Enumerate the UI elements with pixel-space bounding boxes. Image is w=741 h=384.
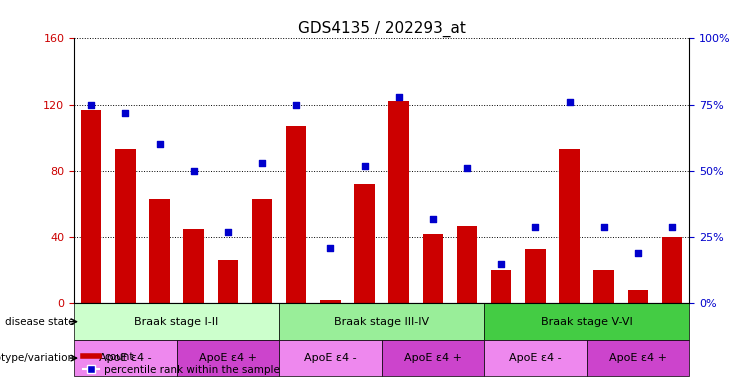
Point <box>325 245 336 251</box>
Bar <box>422 234 443 303</box>
Point <box>153 141 165 147</box>
Text: ApoE ε4 +: ApoE ε4 + <box>609 353 667 363</box>
Text: Braak stage V-VI: Braak stage V-VI <box>541 317 633 327</box>
FancyBboxPatch shape <box>484 303 689 340</box>
Point <box>187 168 199 174</box>
Point <box>529 223 541 230</box>
Text: genotype/variation: genotype/variation <box>0 353 74 363</box>
Point <box>393 94 405 100</box>
FancyBboxPatch shape <box>279 340 382 376</box>
Text: ApoE ε4 +: ApoE ε4 + <box>199 353 257 363</box>
Bar <box>354 184 375 303</box>
Bar <box>594 270 614 303</box>
Title: GDS4135 / 202293_at: GDS4135 / 202293_at <box>298 21 465 37</box>
Bar <box>115 149 136 303</box>
Point <box>461 165 473 171</box>
Bar <box>149 199 170 303</box>
FancyBboxPatch shape <box>587 340 689 376</box>
Bar <box>252 199 272 303</box>
Bar <box>81 109 102 303</box>
FancyBboxPatch shape <box>176 340 279 376</box>
Bar <box>388 101 409 303</box>
Point <box>119 109 131 116</box>
Point <box>256 160 268 166</box>
Text: Braak stage III-IV: Braak stage III-IV <box>334 317 429 327</box>
Bar <box>218 260 238 303</box>
FancyBboxPatch shape <box>484 340 587 376</box>
FancyBboxPatch shape <box>74 340 176 376</box>
Text: disease state: disease state <box>4 317 74 327</box>
Point <box>632 250 644 256</box>
Bar <box>456 225 477 303</box>
Point <box>666 223 678 230</box>
FancyBboxPatch shape <box>382 340 484 376</box>
Text: ApoE ε4 -: ApoE ε4 - <box>509 353 562 363</box>
Point <box>427 215 439 222</box>
Bar <box>559 149 579 303</box>
Point <box>495 261 507 267</box>
FancyBboxPatch shape <box>74 303 279 340</box>
Text: Braak stage I-II: Braak stage I-II <box>134 317 219 327</box>
FancyBboxPatch shape <box>279 303 484 340</box>
Bar <box>491 270 511 303</box>
Point <box>85 102 97 108</box>
Text: ApoE ε4 -: ApoE ε4 - <box>99 353 152 363</box>
Point <box>359 162 370 169</box>
Bar <box>286 126 307 303</box>
Point <box>222 229 234 235</box>
Point <box>290 102 302 108</box>
Point <box>598 223 610 230</box>
Text: ApoE ε4 -: ApoE ε4 - <box>304 353 356 363</box>
Bar <box>320 300 341 303</box>
Legend: count, percentile rank within the sample: count, percentile rank within the sample <box>79 348 285 379</box>
Point <box>564 99 576 105</box>
Bar <box>628 290 648 303</box>
Bar <box>525 249 545 303</box>
Bar <box>184 229 204 303</box>
Bar <box>662 237 682 303</box>
Text: ApoE ε4 +: ApoE ε4 + <box>404 353 462 363</box>
